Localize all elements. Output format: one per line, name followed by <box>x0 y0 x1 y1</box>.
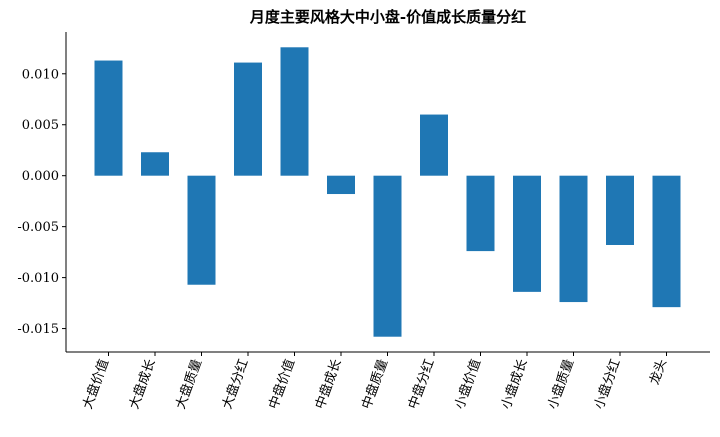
x-tick-label: 小盘质量 <box>544 357 577 411</box>
y-tick-label: -0.015 <box>17 322 59 337</box>
x-axis: 大盘价值 大盘成长 大盘质量 大盘分红 中盘价值 中盘成长 中盘质量 中盘分红 小盘价值 小盘成长… <box>66 351 710 411</box>
x-tick-label: 中盘质量 <box>358 357 391 411</box>
x-tick-label: 小盘价值 <box>451 357 484 411</box>
y-tick-label: 0.000 <box>22 169 59 184</box>
bar-小盘分红 <box>606 175 634 245</box>
x-tick-label: 中盘价值 <box>265 357 298 411</box>
bar-小盘成长 <box>513 175 541 292</box>
x-tick-label: 小盘分红 <box>591 357 624 411</box>
bar-大盘分红 <box>234 62 262 176</box>
x-tick-label: 龙头 <box>647 357 670 387</box>
x-tick-label: 大盘价值 <box>79 357 112 411</box>
bar-中盘分红 <box>420 114 448 176</box>
y-axis: 0.010 0.005 0.000 -0.005 -0.010 -0.015 <box>17 32 67 352</box>
x-tick-label: 大盘质量 <box>172 357 205 411</box>
bar-大盘质量 <box>187 175 216 285</box>
bar-中盘质量 <box>373 175 402 337</box>
bar-中盘价值 <box>280 47 309 176</box>
y-tick-label: -0.010 <box>17 271 59 286</box>
x-tick-label: 小盘成长 <box>498 357 531 411</box>
x-tick-label: 大盘成长 <box>126 357 159 411</box>
bar-中盘成长 <box>327 175 355 195</box>
x-tick-label: 中盘分红 <box>405 357 438 411</box>
bar-小盘质量 <box>559 175 588 303</box>
y-tick-label: 0.010 <box>22 67 59 82</box>
x-tick-label: 大盘分红 <box>219 357 252 411</box>
bar-小盘价值 <box>466 175 495 252</box>
y-tick-label: -0.005 <box>17 220 59 235</box>
x-tick-label: 中盘成长 <box>312 357 345 411</box>
bar-龙头 <box>652 175 681 308</box>
y-tick-label: 0.005 <box>22 118 59 133</box>
bar-大盘成长 <box>141 152 169 176</box>
bars-group <box>94 47 681 337</box>
bar-大盘价值 <box>94 60 123 176</box>
chart-title: 月度主要风格大中小盘-价值成长质量分红 <box>249 8 526 26</box>
